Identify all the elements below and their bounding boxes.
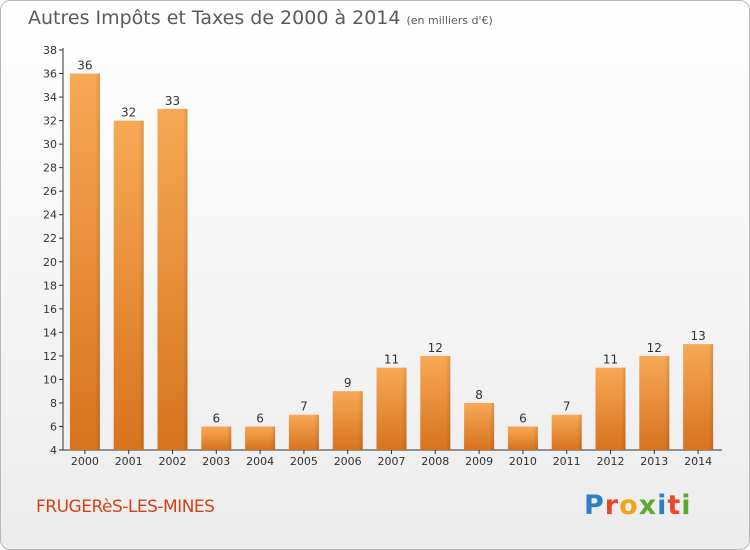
- logo-letter: i: [681, 490, 692, 521]
- x-tick-label: 2003: [202, 455, 230, 468]
- x-tick-label: 2014: [684, 455, 712, 468]
- bar-shade: [288, 414, 319, 450]
- y-tick-label: 24: [43, 209, 57, 222]
- y-tick-label: 22: [43, 232, 57, 245]
- x-tick-label: 2011: [553, 455, 581, 468]
- bar-shade: [420, 355, 451, 450]
- x-tick-label: 2002: [159, 455, 187, 468]
- bar-value-label: 36: [77, 59, 92, 73]
- bar-shade: [69, 73, 100, 450]
- y-tick-label: 10: [43, 373, 57, 386]
- logo-letter: i: [657, 490, 668, 521]
- bar-value-label: 6: [256, 411, 264, 425]
- bar-value-label: 32: [121, 106, 136, 120]
- bar-shade: [551, 414, 582, 450]
- logo-letter: r: [604, 490, 620, 521]
- bar-value-label: 11: [384, 353, 399, 367]
- y-tick-label: 34: [43, 91, 57, 104]
- bar-shade: [464, 402, 495, 450]
- logo-letter: t: [667, 490, 682, 521]
- x-tick-label: 2006: [334, 455, 362, 468]
- bar-value-label: 13: [690, 329, 705, 343]
- bar-value-label: 6: [212, 411, 220, 425]
- x-tick-label: 2013: [640, 455, 668, 468]
- y-tick-label: 8: [50, 397, 57, 410]
- bar-value-label: 7: [300, 400, 308, 414]
- town-name: FRUGERèS-LES-MINES: [36, 497, 215, 517]
- bar-value-label: 33: [165, 94, 180, 108]
- bar-shade: [113, 120, 144, 451]
- logo-letter: P: [584, 490, 605, 521]
- x-tick-label: 2012: [597, 455, 625, 468]
- chart-title: Autres Impôts et Taxes de 2000 à 2014 (en…: [28, 7, 493, 29]
- bar-shade: [157, 108, 188, 450]
- y-tick-label: 6: [50, 420, 57, 433]
- bar-shade: [639, 355, 670, 450]
- bar-value-label: 8: [475, 388, 483, 402]
- x-tick-label: 2010: [509, 455, 537, 468]
- bar-value-label: 6: [519, 411, 527, 425]
- logo-letter: x: [638, 490, 658, 521]
- title-text: Autres Impôts et Taxes de 2000 à 2014: [28, 7, 401, 29]
- x-tick-label: 2001: [115, 455, 143, 468]
- bar-value-label: 12: [428, 341, 443, 355]
- x-tick-label: 2008: [421, 455, 449, 468]
- x-tick-label: 2004: [246, 455, 274, 468]
- bar-shade: [332, 391, 363, 450]
- bar-shade: [507, 426, 538, 450]
- y-tick-label: 20: [43, 256, 57, 269]
- x-tick-label: 2005: [290, 455, 318, 468]
- bar-value-label: 12: [647, 341, 662, 355]
- bar-shade: [201, 426, 232, 450]
- y-tick-label: 4: [50, 444, 57, 457]
- y-tick-label: 36: [43, 68, 57, 81]
- bar-shade: [683, 344, 714, 450]
- y-tick-label: 18: [43, 279, 57, 292]
- logo-letter: o: [619, 490, 639, 521]
- y-tick-label: 30: [43, 138, 57, 151]
- y-tick-label: 16: [43, 303, 57, 316]
- y-tick-label: 12: [43, 350, 57, 363]
- y-tick-label: 14: [43, 326, 57, 339]
- bar-shade: [376, 367, 407, 450]
- x-tick-label: 2007: [378, 455, 406, 468]
- bar-value-label: 7: [563, 400, 571, 414]
- x-tick-label: 2000: [71, 455, 99, 468]
- title-unit: (en milliers d'€): [406, 14, 493, 27]
- y-tick-label: 38: [43, 44, 57, 57]
- bar-value-label: 11: [603, 353, 618, 367]
- bar-value-label: 9: [344, 376, 352, 390]
- y-tick-label: 26: [43, 185, 57, 198]
- bar-shade: [595, 367, 626, 450]
- y-tick-label: 28: [43, 162, 57, 175]
- x-tick-label: 2009: [465, 455, 493, 468]
- bar-shade: [245, 426, 276, 450]
- proxiti-logo[interactable]: Proxiti: [584, 490, 692, 521]
- y-tick-label: 32: [43, 115, 57, 128]
